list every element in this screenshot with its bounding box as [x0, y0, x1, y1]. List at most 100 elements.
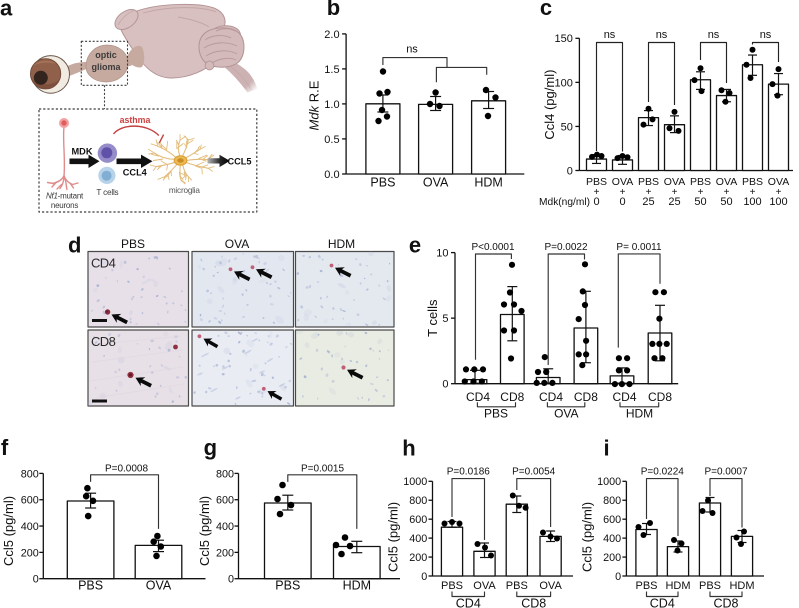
svg-text:600: 600 [216, 495, 234, 507]
svg-text:Mdk R.E: Mdk R.E [307, 80, 322, 130]
svg-text:asthma: asthma [120, 115, 151, 125]
svg-text:PBS: PBS [441, 580, 463, 592]
svg-text:OVA: OVA [768, 176, 789, 188]
svg-text:optic: optic [95, 50, 117, 60]
svg-text:CD4: CD4 [612, 390, 636, 404]
svg-text:Ccl4 (pg/ml): Ccl4 (pg/ml) [542, 70, 557, 140]
svg-text:glioma: glioma [91, 62, 121, 72]
svg-text:CD8: CD8 [521, 597, 546, 608]
svg-text:ns: ns [604, 29, 616, 41]
svg-text:Ccl5 (pg/ml): Ccl5 (pg/ml) [197, 496, 212, 566]
svg-text:+: + [750, 187, 756, 198]
svg-text:T cells: T cells [96, 188, 118, 197]
svg-text:+: + [672, 187, 678, 198]
svg-text:5: 5 [442, 313, 448, 325]
svg-text:f: f [1, 435, 9, 460]
svg-text:1000: 1000 [403, 476, 427, 488]
svg-text:HDM: HDM [343, 579, 371, 593]
svg-text:0: 0 [567, 165, 573, 177]
svg-text:800: 800 [216, 468, 234, 480]
svg-text:OVA: OVA [664, 176, 685, 188]
svg-text:T cells: T cells [425, 299, 440, 337]
svg-text:Ccl5 (pg/ml): Ccl5 (pg/ml) [386, 502, 401, 572]
svg-text:600: 600 [21, 495, 39, 507]
svg-text:OVA: OVA [612, 176, 633, 188]
svg-text:ns: ns [708, 29, 720, 41]
svg-text:0: 0 [615, 571, 621, 583]
svg-text:P=0.0007: P=0.0007 [704, 467, 748, 478]
svg-text:ns: ns [760, 29, 772, 41]
svg-text:50: 50 [561, 121, 573, 133]
svg-text:HDM: HDM [729, 580, 754, 592]
svg-text:PBS: PBS [586, 176, 607, 188]
svg-text:PBS: PBS [690, 176, 711, 188]
svg-text:a: a [0, 0, 13, 21]
svg-text:HDM: HDM [665, 580, 690, 592]
svg-text:CD8: CD8 [713, 597, 738, 608]
svg-text:OVA: OVA [423, 176, 449, 190]
svg-text:0: 0 [228, 574, 234, 586]
svg-text:0: 0 [442, 379, 448, 391]
svg-text:CCL4: CCL4 [123, 168, 148, 178]
svg-text:CD4: CD4 [91, 256, 116, 271]
svg-text:+: + [698, 187, 704, 198]
svg-text:+: + [620, 187, 626, 198]
svg-text:MDK: MDK [72, 147, 93, 157]
svg-text:microglia: microglia [169, 186, 201, 195]
svg-text:1.5: 1.5 [324, 64, 339, 76]
svg-text:OVA: OVA [473, 580, 496, 592]
svg-text:OVA: OVA [539, 580, 562, 592]
svg-text:+: + [724, 187, 730, 198]
svg-text:ns: ns [656, 29, 668, 41]
svg-text:HDM: HDM [474, 176, 502, 190]
svg-text:neurons: neurons [51, 201, 78, 210]
svg-text:ns: ns [406, 44, 418, 56]
svg-text:1000: 1000 [597, 476, 621, 488]
svg-text:0: 0 [421, 571, 427, 583]
svg-text:PBS: PBS [484, 407, 508, 421]
svg-text:600: 600 [603, 514, 621, 526]
svg-text:25: 25 [642, 196, 654, 208]
svg-text:P=0.0015: P=0.0015 [301, 464, 345, 475]
svg-text:OVA: OVA [554, 407, 578, 421]
svg-text:0.5: 0.5 [324, 134, 339, 146]
svg-text:P=0.0224: P=0.0224 [641, 467, 685, 478]
svg-text:100: 100 [743, 196, 761, 208]
svg-text:CD8: CD8 [500, 390, 524, 404]
svg-text:PBS: PBS [699, 580, 721, 592]
svg-text:200: 200 [216, 547, 234, 559]
svg-text:200: 200 [21, 547, 39, 559]
svg-text:150: 150 [555, 33, 573, 45]
svg-text:P= 0.0011: P= 0.0011 [616, 242, 662, 253]
svg-text:CD8: CD8 [574, 390, 598, 404]
svg-text:PBS: PBS [506, 580, 528, 592]
svg-text:2.0: 2.0 [324, 29, 339, 41]
svg-text:0: 0 [619, 196, 625, 208]
svg-text:+: + [776, 187, 782, 198]
svg-text:Ccl5 (pg/ml): Ccl5 (pg/ml) [580, 502, 595, 572]
svg-text:200: 200 [409, 552, 427, 564]
svg-text:50: 50 [720, 196, 732, 208]
svg-text:800: 800 [409, 495, 427, 507]
svg-text:600: 600 [409, 514, 427, 526]
svg-text:50: 50 [694, 196, 706, 208]
svg-text:100: 100 [769, 196, 787, 208]
svg-text:h: h [402, 436, 415, 461]
svg-text:+: + [594, 187, 600, 198]
svg-text:P=0.0054: P=0.0054 [512, 467, 556, 478]
svg-text:PBS: PBS [121, 237, 145, 251]
svg-text:d: d [68, 233, 81, 258]
svg-text:Ccl5 (pg/ml): Ccl5 (pg/ml) [1, 496, 16, 566]
svg-text:HDM: HDM [626, 407, 653, 421]
svg-text:PBS: PBS [635, 580, 657, 592]
svg-text:PBS: PBS [370, 176, 395, 190]
svg-text:g: g [204, 435, 217, 460]
svg-text:400: 400 [21, 521, 39, 533]
svg-text:P<0.0001: P<0.0001 [471, 242, 515, 253]
svg-text:0: 0 [33, 574, 39, 586]
svg-text:PBS: PBS [78, 579, 103, 593]
svg-text:Mdk(ng/ml): Mdk(ng/ml) [539, 197, 590, 208]
svg-text:100: 100 [555, 77, 573, 89]
svg-text:400: 400 [603, 533, 621, 545]
svg-text:400: 400 [409, 533, 427, 545]
